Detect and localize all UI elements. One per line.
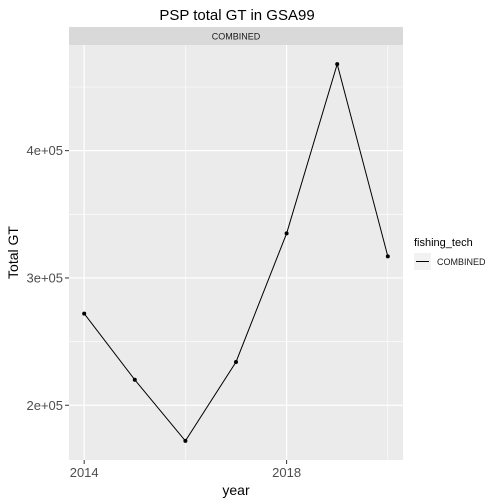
grid-minor: [69, 45, 403, 460]
legend: fishing_tech COMBINED: [414, 237, 486, 270]
axis-ticks: [65, 150, 288, 464]
facet-strip-label: COMBINED: [212, 32, 261, 42]
data-point: [335, 62, 340, 67]
data-point: [385, 254, 390, 259]
legend-title: fishing_tech: [414, 237, 473, 249]
chart-title: PSP total GT in GSA99: [159, 7, 314, 24]
tick-labels: 2014 2018 2e+05 3e+05 4e+05: [26, 143, 301, 480]
data-point: [234, 359, 238, 364]
grid-major: [69, 45, 403, 460]
y-tick-label: 2e+05: [26, 398, 63, 413]
x-tick-label: 2018: [272, 465, 301, 480]
legend-label: COMBINED: [437, 257, 486, 267]
data-point: [82, 311, 87, 316]
data-point: [132, 377, 137, 382]
y-tick-label: 3e+05: [26, 270, 63, 285]
y-axis-title: Total GT: [5, 226, 21, 279]
x-axis-title: year: [222, 482, 250, 498]
data-point: [183, 438, 188, 443]
x-tick-label: 2014: [70, 465, 99, 480]
data-point: [284, 231, 289, 236]
plot-panel: [69, 45, 403, 460]
facet-strip: [69, 27, 403, 45]
series-layer: [82, 62, 390, 443]
y-tick-label: 4e+05: [26, 143, 63, 158]
